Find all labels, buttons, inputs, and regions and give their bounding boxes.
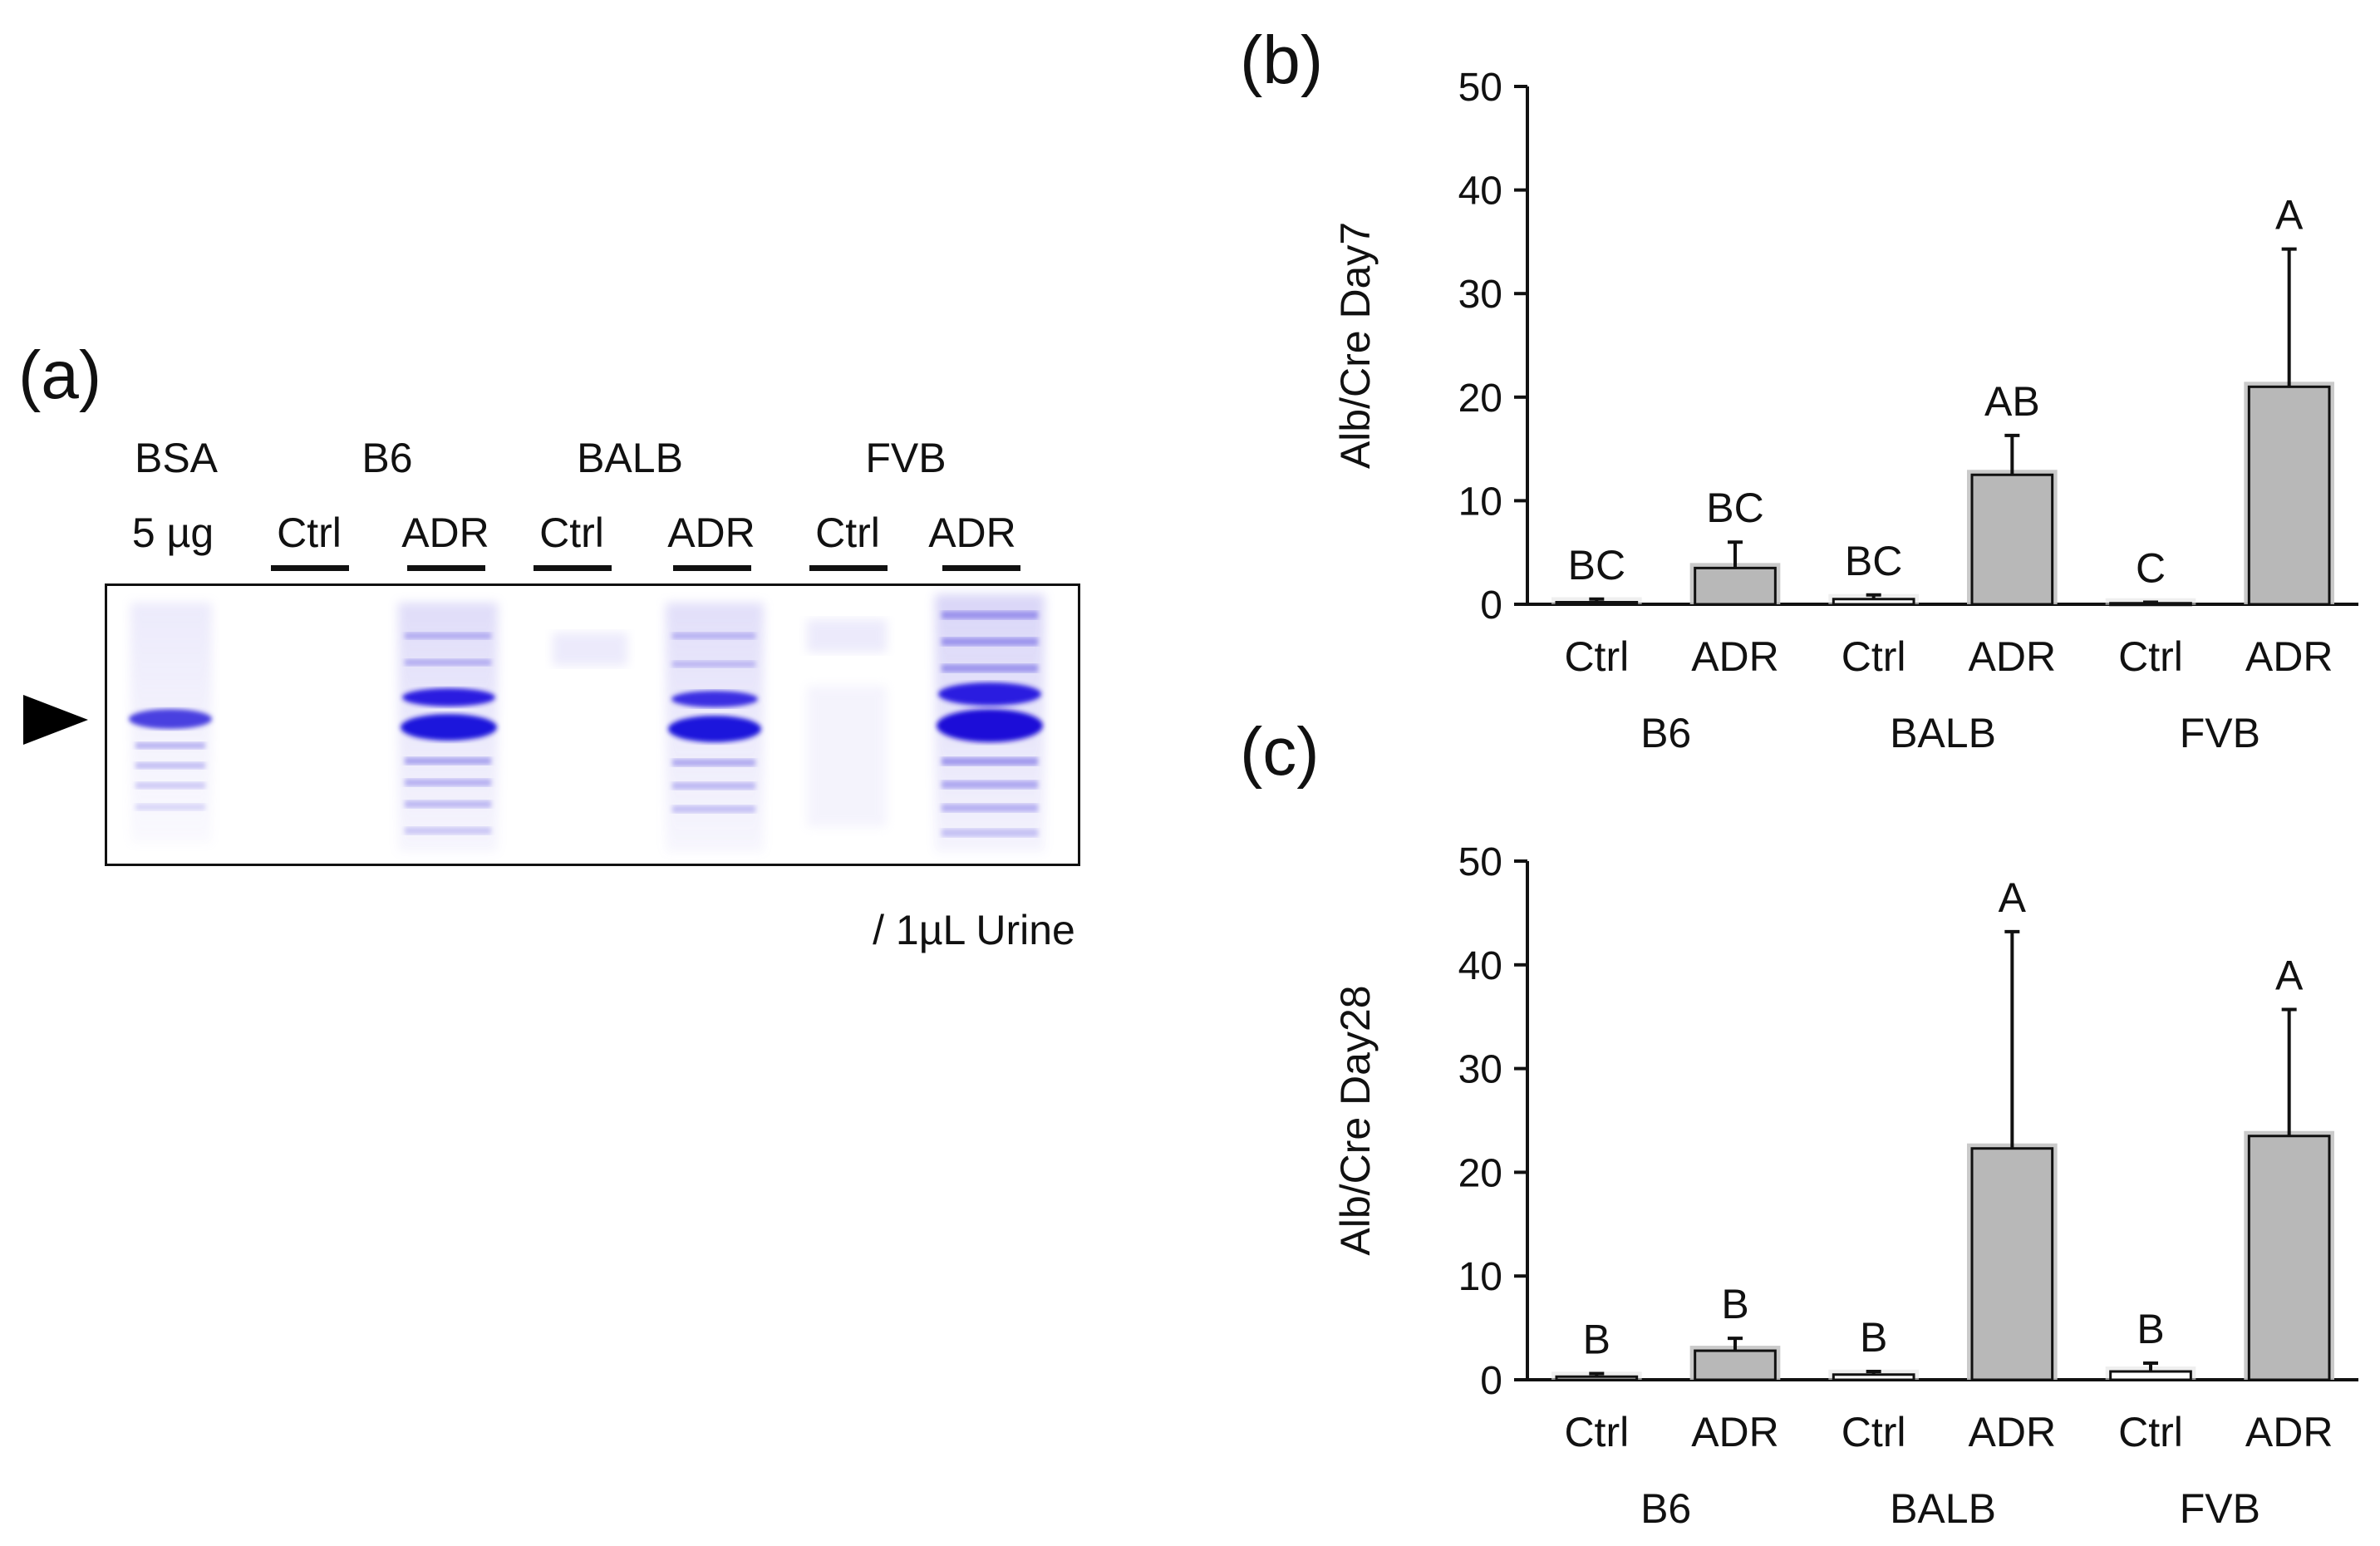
x-tick-label: Ctrl <box>1564 633 1629 680</box>
significance-letter: AB <box>1984 378 2040 425</box>
x-tick-label: ADR <box>1691 1409 1779 1455</box>
gel-group-label-balb: BALB <box>577 435 683 481</box>
lane-underline-b6-ctrl <box>271 565 349 571</box>
bar <box>1555 1375 1639 1381</box>
group-label: BALB <box>1890 1485 1996 1532</box>
gel-lane-label-balb-ctrl: Ctrl <box>539 510 604 556</box>
y-tick-label: 40 <box>1458 944 1502 988</box>
bar <box>1832 598 1915 606</box>
x-tick-label: ADR <box>1969 1409 2057 1455</box>
y-tick-label: 50 <box>1458 840 1502 884</box>
y-tick-label: 10 <box>1458 1255 1502 1299</box>
gel-group-label-b6: B6 <box>361 435 413 481</box>
lane-underline-balb-adr <box>673 565 751 571</box>
bar <box>1970 1147 2054 1381</box>
y-tick-label: 0 <box>1480 1359 1502 1403</box>
significance-letter: C <box>2136 545 2166 592</box>
gel-image <box>105 583 1080 866</box>
lane-underline-fvb-adr <box>942 565 1020 571</box>
chart-day28: (c) Alb/Cre Day28 0 10 20 30 40 50 B Ctrl B ADR B Ctr… <box>1240 714 2358 1532</box>
gel-bands <box>129 594 1045 852</box>
gel-group-label-fvb: FVB <box>865 435 947 481</box>
bar <box>1694 1349 1777 1381</box>
lane-underline-b6-adr <box>407 565 485 571</box>
significance-letter: A <box>2275 952 2304 998</box>
bar <box>1694 566 1777 606</box>
panel-letter: (b) <box>1240 22 1323 98</box>
gel-lane-label-b6-adr: ADR <box>401 510 489 556</box>
y-axis-label: Alb/Cre Day28 <box>1332 985 1379 1255</box>
x-tick-label: ADR <box>1691 633 1779 680</box>
y-tick-label: 20 <box>1458 1151 1502 1195</box>
significance-letter: BC <box>1706 485 1763 531</box>
panel-a-letter: (a) <box>18 337 102 413</box>
significance-letter: BC <box>1568 542 1625 588</box>
gel-lane-label-balb-adr: ADR <box>667 510 755 556</box>
x-tick-label: Ctrl <box>1842 633 1906 680</box>
gel-lane-label-fvb-adr: ADR <box>928 510 1016 556</box>
gel-lane-label-b6-ctrl: Ctrl <box>277 510 342 556</box>
significance-letter: BC <box>1845 538 1902 584</box>
group-label: FVB <box>2180 1485 2260 1532</box>
chart-day7: (b) Alb/Cre Day7 0 10 20 30 40 50 BC Ctrl BC ADR BC C… <box>1240 22 2358 756</box>
significance-letter: B <box>2137 1306 2164 1352</box>
x-tick-label: Ctrl <box>1842 1409 1906 1455</box>
significance-letter: B <box>1583 1317 1610 1363</box>
y-tick-label: 10 <box>1458 480 1502 524</box>
gel-lane-label-bsa-amount: 5 µg <box>131 510 214 556</box>
y-tick-label: 40 <box>1458 170 1502 214</box>
group-label: FVB <box>2180 710 2260 756</box>
lane-underline-fvb-ctrl <box>809 565 888 571</box>
panel-letter: (c) <box>1240 714 1320 790</box>
gel-footnote: / 1µL Urine <box>873 907 1075 953</box>
x-tick-label: Ctrl <box>2118 633 2183 680</box>
gel-group-label-bsa: BSA <box>134 435 219 481</box>
y-tick-label: 20 <box>1458 377 1502 421</box>
bar <box>2109 1370 2192 1381</box>
y-tick-label: 50 <box>1458 66 1502 110</box>
x-tick-label: ADR <box>2245 633 2333 680</box>
bar <box>1555 601 1639 606</box>
gel-lane-label-fvb-ctrl: Ctrl <box>815 510 880 556</box>
lane-underline-balb-ctrl <box>534 565 612 571</box>
significance-letter: A <box>1999 874 2027 921</box>
bar <box>2247 385 2331 606</box>
x-tick-label: Ctrl <box>1564 1409 1629 1455</box>
group-label: B6 <box>1640 710 1691 756</box>
y-tick-label: 30 <box>1458 273 1502 317</box>
significance-letter: B <box>1860 1314 1887 1361</box>
x-tick-label: Ctrl <box>2118 1409 2183 1455</box>
group-label: BALB <box>1890 710 1996 756</box>
y-tick-label: 0 <box>1480 583 1502 628</box>
x-tick-label: ADR <box>2245 1409 2333 1455</box>
y-axis-label: Alb/Cre Day7 <box>1332 222 1379 469</box>
significance-letter: B <box>1721 1281 1748 1327</box>
significance-letter: A <box>2275 192 2304 239</box>
bar <box>2247 1135 2331 1381</box>
bar <box>1832 1373 1915 1381</box>
y-tick-label: 30 <box>1458 1048 1502 1092</box>
x-tick-label: ADR <box>1969 633 2057 680</box>
group-label: B6 <box>1640 1485 1691 1532</box>
albumin-band-arrow-icon <box>23 695 88 745</box>
bar <box>1970 473 2054 606</box>
